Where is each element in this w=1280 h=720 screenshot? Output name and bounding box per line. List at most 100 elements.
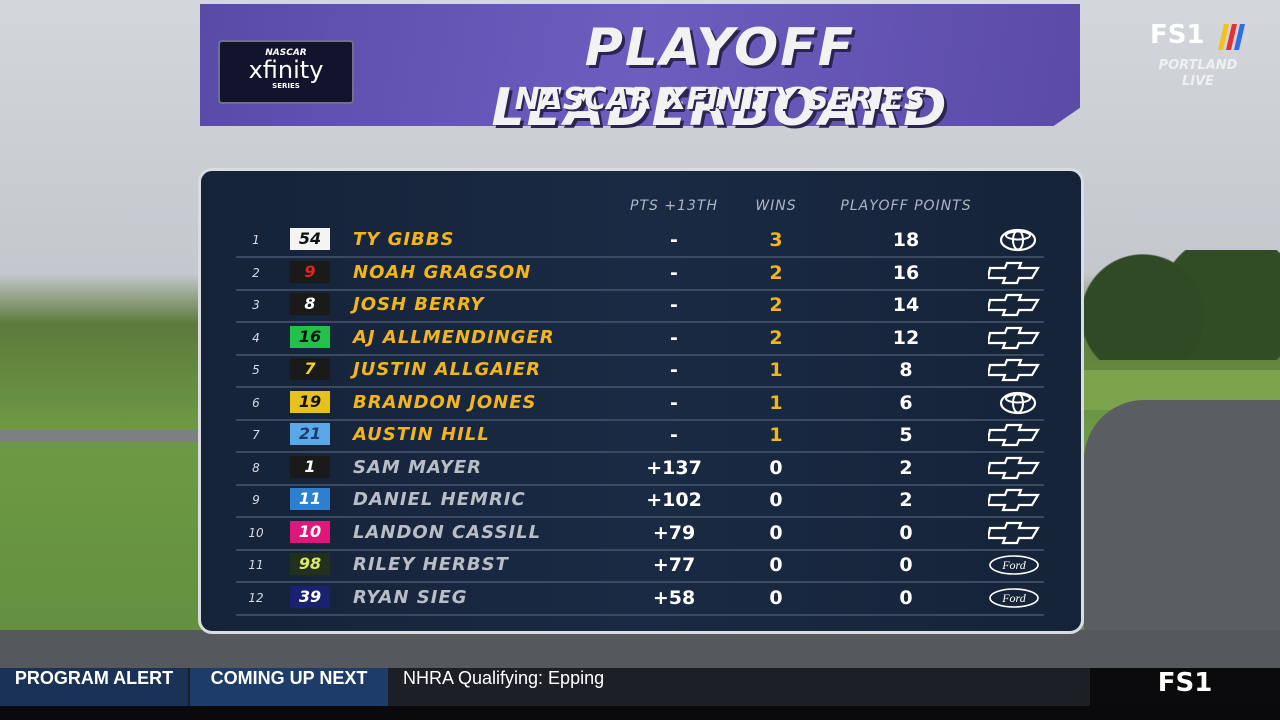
position: 7 bbox=[252, 428, 260, 442]
leaderboard-row: 8 1 SAM MAYER +137 0 2 bbox=[236, 452, 1044, 486]
manufacturer-logo: Ford bbox=[988, 553, 1040, 581]
background bbox=[0, 630, 1280, 670]
background bbox=[0, 430, 200, 442]
car-number: 21 bbox=[290, 423, 330, 445]
points-to-cutoff: - bbox=[670, 326, 678, 349]
position: 10 bbox=[248, 525, 264, 540]
driver-name: AUSTIN HILL bbox=[353, 424, 490, 445]
playoff-points: 5 bbox=[899, 424, 913, 446]
position: 3 bbox=[252, 298, 260, 312]
manufacturer-logo bbox=[986, 423, 1040, 451]
wins: 2 bbox=[769, 294, 783, 316]
playoff-points: 2 bbox=[899, 456, 913, 479]
leaderboard-row: 1 54 TY GIBBS - 3 18 bbox=[236, 224, 1044, 258]
points-to-cutoff: - bbox=[670, 294, 678, 316]
position: 12 bbox=[248, 590, 264, 605]
car-number: 11 bbox=[290, 488, 330, 510]
position: 5 bbox=[252, 363, 260, 377]
playoff-points: 0 bbox=[899, 554, 913, 576]
leaderboard-row: 12 39 RYAN SIEG +58 0 0 Ford bbox=[236, 582, 1044, 616]
driver-name: NOAH GRAGSON bbox=[353, 261, 532, 283]
driver-name: BRANDON JONES bbox=[353, 391, 537, 413]
leaderboard-row: 4 16 AJ ALLMENDINGER - 2 12 bbox=[236, 322, 1044, 356]
alert-label: PROGRAM ALERT bbox=[0, 668, 188, 706]
points-to-cutoff: - bbox=[670, 391, 678, 414]
series-logo: NASCAR xfinity SERIES bbox=[218, 40, 354, 104]
playoff-points: 0 bbox=[899, 586, 913, 609]
ticker: PROGRAM ALERT COMING UP NEXT NHRA Qualif… bbox=[0, 668, 1280, 706]
car-number: 19 bbox=[290, 390, 330, 413]
background bbox=[1084, 250, 1280, 360]
logo-brand: NASCAR bbox=[265, 48, 307, 58]
logo-series: SERIES bbox=[272, 82, 300, 90]
make-text: Ford bbox=[1001, 558, 1027, 572]
position: 4 bbox=[252, 330, 260, 345]
points-to-cutoff: +77 bbox=[652, 554, 696, 576]
driver-name: JOSH BERRY bbox=[353, 294, 485, 315]
playoff-points: 18 bbox=[892, 229, 920, 251]
playoff-points: 0 bbox=[899, 521, 913, 544]
points-to-cutoff: +137 bbox=[646, 456, 702, 479]
position: 9 bbox=[252, 493, 260, 507]
car-number: 8 bbox=[290, 293, 330, 315]
coming-up-label: COMING UP NEXT bbox=[190, 668, 388, 706]
leaderboard-row: 6 19 BRANDON JONES - 1 6 bbox=[236, 387, 1044, 421]
car-number: 1 bbox=[290, 455, 330, 478]
wins: 0 bbox=[769, 456, 783, 479]
live-label: LIVE bbox=[1181, 74, 1215, 89]
location: PORTLAND LIVE bbox=[1150, 58, 1246, 90]
leaderboard-row: 5 7 JUSTIN ALLGAIER - 1 8 bbox=[236, 354, 1044, 388]
manufacturer-logo bbox=[986, 358, 1040, 386]
playoff-points: 16 bbox=[892, 261, 920, 284]
position: 6 bbox=[252, 395, 260, 410]
manufacturer-logo bbox=[986, 326, 1040, 354]
leaderboard-row: 7 21 AUSTIN HILL - 1 5 bbox=[236, 419, 1044, 453]
subtitle: NASCAR XFINITY SERIES bbox=[514, 82, 926, 117]
wins: 0 bbox=[769, 521, 783, 544]
manufacturer-logo: Ford bbox=[988, 586, 1040, 614]
manufacturer-logo bbox=[986, 488, 1040, 516]
car-number: 9 bbox=[290, 260, 330, 283]
car-number: 16 bbox=[290, 325, 330, 348]
playoff-points: 2 bbox=[899, 489, 913, 511]
wins: 1 bbox=[769, 391, 783, 414]
wins: 0 bbox=[769, 586, 783, 609]
manufacturer-logo bbox=[998, 391, 1038, 419]
leaderboard-panel bbox=[198, 168, 1084, 634]
playoff-points: 14 bbox=[892, 294, 920, 316]
points-to-cutoff: +58 bbox=[652, 586, 696, 609]
position: 8 bbox=[252, 460, 260, 475]
leaderboard-row: 2 9 NOAH GRAGSON - 2 16 bbox=[236, 257, 1044, 291]
car-number: 10 bbox=[290, 520, 330, 543]
wins: 1 bbox=[769, 359, 783, 381]
wins: 2 bbox=[769, 326, 783, 349]
car-number: 7 bbox=[290, 358, 330, 380]
car-number: 39 bbox=[290, 585, 330, 608]
car-number: 54 bbox=[290, 228, 330, 250]
manufacturer-logo bbox=[998, 228, 1038, 256]
ticker-text: NHRA Qualifying: Epping bbox=[403, 668, 605, 688]
title: PLAYOFF LEADERBOARD bbox=[491, 18, 949, 138]
position: 2 bbox=[252, 265, 260, 280]
wins: 1 bbox=[769, 424, 783, 446]
wins: 0 bbox=[769, 554, 783, 576]
driver-name: AJ ALLMENDINGER bbox=[353, 326, 555, 348]
position: 1 bbox=[252, 233, 260, 247]
make-text: Ford bbox=[1001, 591, 1027, 605]
network-stripes bbox=[1218, 24, 1245, 50]
location-name: PORTLAND bbox=[1158, 58, 1238, 73]
points-to-cutoff: +79 bbox=[652, 521, 696, 544]
playoff-points: 8 bbox=[899, 359, 913, 381]
position: 11 bbox=[248, 558, 264, 572]
leaderboard-row: 3 8 JOSH BERRY - 2 14 bbox=[236, 289, 1044, 323]
column-header: WINS bbox=[755, 198, 797, 214]
network-logo: FS1 bbox=[1150, 20, 1205, 50]
driver-name: LANDON CASSILL bbox=[353, 521, 542, 543]
points-to-cutoff: - bbox=[670, 229, 678, 251]
points-to-cutoff: - bbox=[670, 261, 678, 284]
logo-name: xfinity bbox=[248, 56, 324, 84]
ticker-network: FS1 bbox=[1090, 668, 1280, 706]
wins: 2 bbox=[769, 261, 783, 284]
manufacturer-logo bbox=[986, 521, 1040, 549]
